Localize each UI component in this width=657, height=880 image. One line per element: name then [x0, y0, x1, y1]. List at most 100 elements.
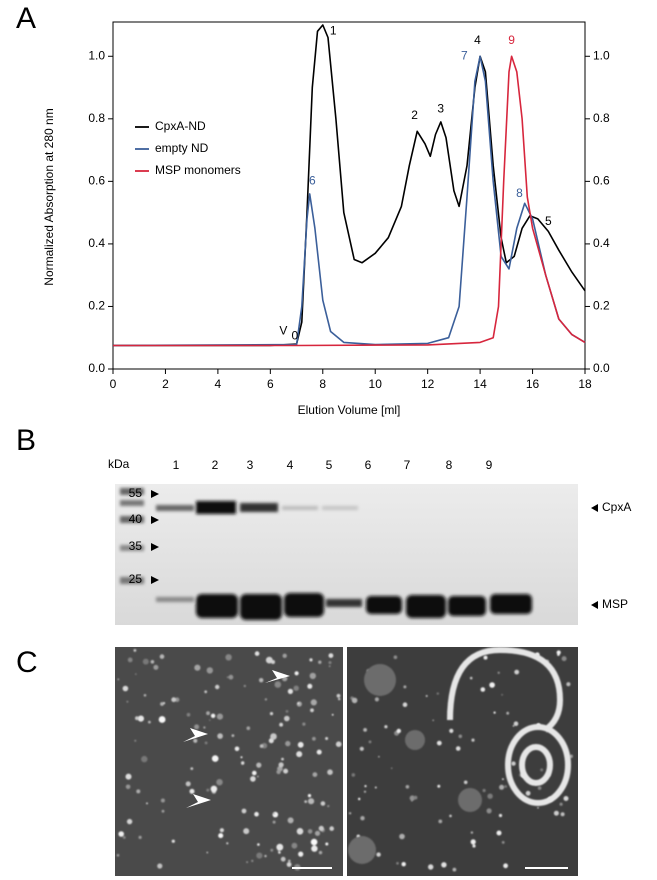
speck	[498, 813, 503, 818]
peak-label: V	[279, 324, 287, 338]
speck	[553, 810, 559, 816]
speck	[320, 801, 326, 806]
y2-tick-label: 0.6	[593, 174, 610, 188]
speck	[304, 800, 308, 803]
speck	[325, 842, 329, 846]
speck	[118, 831, 124, 837]
band-label: MSP	[602, 597, 628, 611]
speck	[234, 746, 240, 752]
speck	[279, 722, 283, 727]
speck	[511, 761, 516, 766]
speck	[297, 741, 304, 748]
gel: kDa	[108, 457, 578, 625]
y2-tick-label: 1.0	[593, 48, 610, 62]
speck	[310, 699, 317, 706]
speck	[318, 660, 322, 664]
speck	[413, 795, 418, 800]
cpxa-band	[322, 506, 358, 510]
speck	[455, 746, 461, 751]
marker-label: 55	[129, 486, 143, 500]
speck	[259, 678, 264, 683]
lane-label: 4	[287, 458, 294, 472]
speck	[318, 850, 323, 855]
cpxa-band	[196, 501, 236, 514]
lane-label: 2	[212, 458, 219, 472]
speck	[270, 848, 274, 852]
speck	[206, 851, 209, 854]
gel-bands	[120, 488, 532, 620]
speck	[396, 862, 399, 865]
speck	[254, 811, 259, 817]
speck	[254, 651, 260, 656]
speck	[307, 794, 312, 798]
speck	[310, 708, 314, 713]
marker-arrow	[151, 576, 159, 584]
peak-label-sub: 0	[291, 329, 298, 343]
speck	[376, 852, 381, 857]
speck	[204, 690, 208, 694]
peak-label: 2	[411, 108, 418, 122]
speck	[228, 674, 234, 680]
speck	[314, 830, 321, 836]
speck	[251, 859, 254, 863]
marker-band	[120, 488, 144, 495]
speck	[310, 838, 318, 846]
speck	[566, 682, 571, 687]
speck	[297, 702, 300, 705]
speck	[436, 740, 442, 746]
x-tick-label: 10	[369, 377, 383, 391]
micrograph	[115, 647, 343, 876]
speck	[134, 739, 137, 742]
speck	[246, 861, 249, 863]
speck	[493, 711, 496, 714]
msp-band	[240, 594, 282, 620]
x-tick-label: 0	[110, 377, 117, 391]
gel-unit: kDa	[108, 457, 130, 471]
speck	[272, 812, 276, 815]
cpxa-band	[282, 506, 318, 510]
speck	[280, 856, 286, 862]
speck	[327, 769, 333, 775]
y-tick-label: 0.6	[88, 174, 105, 188]
speck	[160, 798, 165, 803]
msp-band	[366, 596, 402, 614]
speck	[482, 788, 486, 793]
speck	[161, 809, 165, 813]
speck	[209, 719, 211, 721]
speck	[125, 784, 131, 790]
speck	[563, 796, 569, 801]
speck	[125, 773, 132, 780]
speck	[463, 780, 468, 785]
speck	[501, 693, 503, 696]
speck	[203, 726, 206, 729]
cpxa-band	[240, 503, 278, 512]
speck	[374, 786, 377, 789]
gel-labels: 1 2 3 4 5 6 7 8 9 55 40 35 25 CpxA MSP	[129, 458, 632, 611]
speck	[278, 851, 281, 854]
y2-tick-label: 0.0	[593, 361, 610, 375]
peak-label: 7	[461, 48, 468, 62]
speck	[243, 828, 250, 835]
vesicle	[458, 788, 482, 812]
marker-label: 25	[129, 572, 143, 586]
speck	[126, 700, 129, 703]
msp-band	[284, 593, 324, 617]
speck	[204, 741, 208, 745]
membrane	[447, 646, 564, 733]
speck	[210, 785, 218, 793]
speck	[374, 697, 379, 702]
speck	[309, 672, 316, 680]
speck	[351, 697, 358, 704]
band-arrow	[591, 504, 598, 512]
speck	[286, 862, 292, 867]
speck	[307, 829, 313, 834]
speck	[325, 737, 329, 740]
speck	[393, 655, 398, 659]
lane-label: 5	[326, 458, 333, 472]
peak-label: 6	[309, 174, 316, 188]
speck	[241, 808, 247, 814]
speck	[328, 665, 331, 668]
speck	[537, 786, 542, 790]
speck	[359, 746, 364, 751]
speck	[122, 836, 126, 839]
